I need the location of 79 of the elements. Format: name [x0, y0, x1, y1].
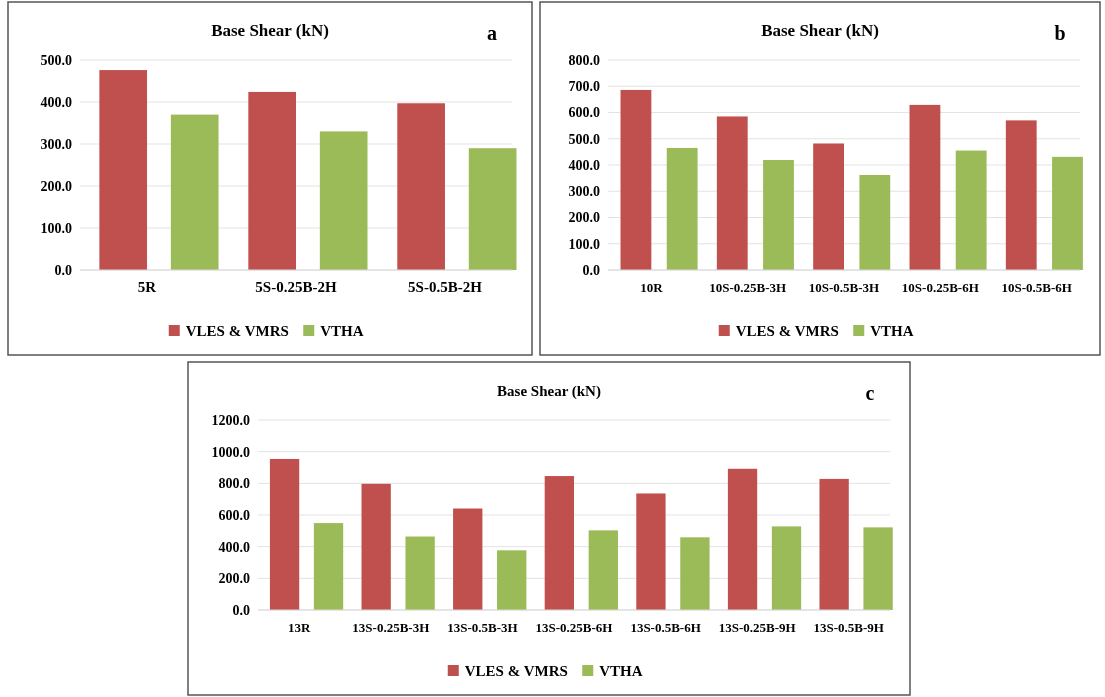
- bar: [397, 103, 445, 270]
- bar: [859, 174, 891, 270]
- y-tick-label: 400.0: [40, 94, 72, 110]
- chart-title: Base Shear (kN): [211, 21, 329, 40]
- bar: [1052, 156, 1083, 270]
- text: c: [865, 382, 875, 404]
- x-tick-label: 13S-0.5B-3H: [447, 620, 518, 635]
- x-tick-label: 13S-0.5B-9H: [813, 620, 884, 635]
- bar: [405, 536, 435, 610]
- x-tick-label: 5S-0.25B-2H: [255, 279, 337, 295]
- bar: [813, 143, 844, 270]
- y-tick-label: 600.0: [218, 507, 250, 523]
- x-tick-label: 10S-0.25B-3H: [709, 280, 787, 295]
- y-tick-label: 100.0: [40, 220, 72, 236]
- y-tick-label: 0.0: [582, 262, 600, 278]
- bar: [819, 478, 849, 610]
- x-tick-label: 5R: [137, 279, 157, 295]
- y-tick-label: 700.0: [568, 79, 600, 95]
- bar: [863, 527, 893, 610]
- legend-label: VLES & VMRS: [185, 323, 289, 340]
- y-tick-label: 100.0: [568, 236, 600, 252]
- y-tick-label: 0.0: [54, 262, 72, 278]
- y-tick-label: 500.0: [40, 52, 72, 68]
- y-tick-label: 200.0: [40, 178, 72, 194]
- bar: [588, 530, 618, 610]
- y-tick-label: 800.0: [568, 52, 600, 68]
- bar: [313, 523, 344, 610]
- legend-label: VTHA: [320, 323, 364, 340]
- legend-label: VLES & VMRS: [735, 323, 839, 340]
- y-tick-label: 200.0: [218, 571, 250, 587]
- x-tick-label: 10S-0.25B-6H: [901, 280, 979, 295]
- bar: [99, 70, 148, 270]
- y-tick-label: 0.0: [232, 602, 250, 618]
- x-tick-label: 13S-0.25B-6H: [535, 620, 613, 635]
- x-tick-label: 13R: [288, 620, 312, 635]
- y-tick-label: 500.0: [568, 131, 600, 147]
- bar: [909, 104, 941, 270]
- y-tick-label: 200.0: [568, 210, 600, 226]
- bar: [453, 508, 483, 610]
- bar: [170, 114, 219, 270]
- bar: [248, 91, 296, 270]
- y-tick-label: 800.0: [218, 476, 250, 492]
- x-tick-label: 13S-0.25B-3H: [352, 620, 430, 635]
- y-tick-label: 400.0: [568, 157, 600, 173]
- chart-title: Base Shear (kN): [761, 21, 879, 40]
- y-tick-label: 400.0: [218, 539, 250, 555]
- bar: [727, 468, 758, 610]
- x-tick-label: 5S-0.5B-2H: [408, 279, 483, 295]
- bar: [1005, 120, 1037, 270]
- bar: [544, 476, 574, 610]
- x-tick-label: 13S-0.5B-6H: [630, 620, 701, 635]
- legend-label: VLES & VMRS: [464, 663, 568, 680]
- y-tick-label: 300.0: [40, 136, 72, 152]
- bar: [468, 148, 517, 270]
- x-tick-label: 13S-0.25B-9H: [718, 620, 796, 635]
- y-tick-label: 1000.0: [211, 444, 250, 460]
- x-tick-label: 10S-0.5B-3H: [808, 280, 880, 295]
- bar: [716, 116, 748, 270]
- bar: [620, 89, 652, 270]
- bar: [319, 131, 368, 270]
- y-tick-label: 300.0: [568, 184, 600, 200]
- x-tick-label: 10S-0.5B-6H: [1001, 280, 1072, 295]
- legend-label: VTHA: [870, 323, 914, 340]
- bar: [955, 150, 987, 270]
- bar: [680, 537, 710, 610]
- bar: [269, 458, 300, 610]
- y-tick-label: 1200.0: [211, 412, 250, 428]
- x-tick-label: 10R: [640, 280, 664, 295]
- bar: [361, 483, 391, 610]
- bar: [763, 160, 794, 270]
- y-tick-label: 600.0: [568, 105, 600, 121]
- chart-title: Base Shear (kN): [497, 383, 601, 400]
- legend-label: VTHA: [599, 663, 643, 680]
- bar: [636, 493, 666, 610]
- bar: [771, 526, 802, 610]
- text: a: [487, 22, 497, 44]
- bar: [497, 550, 527, 610]
- text: b: [1054, 22, 1066, 44]
- bar: [666, 147, 698, 270]
